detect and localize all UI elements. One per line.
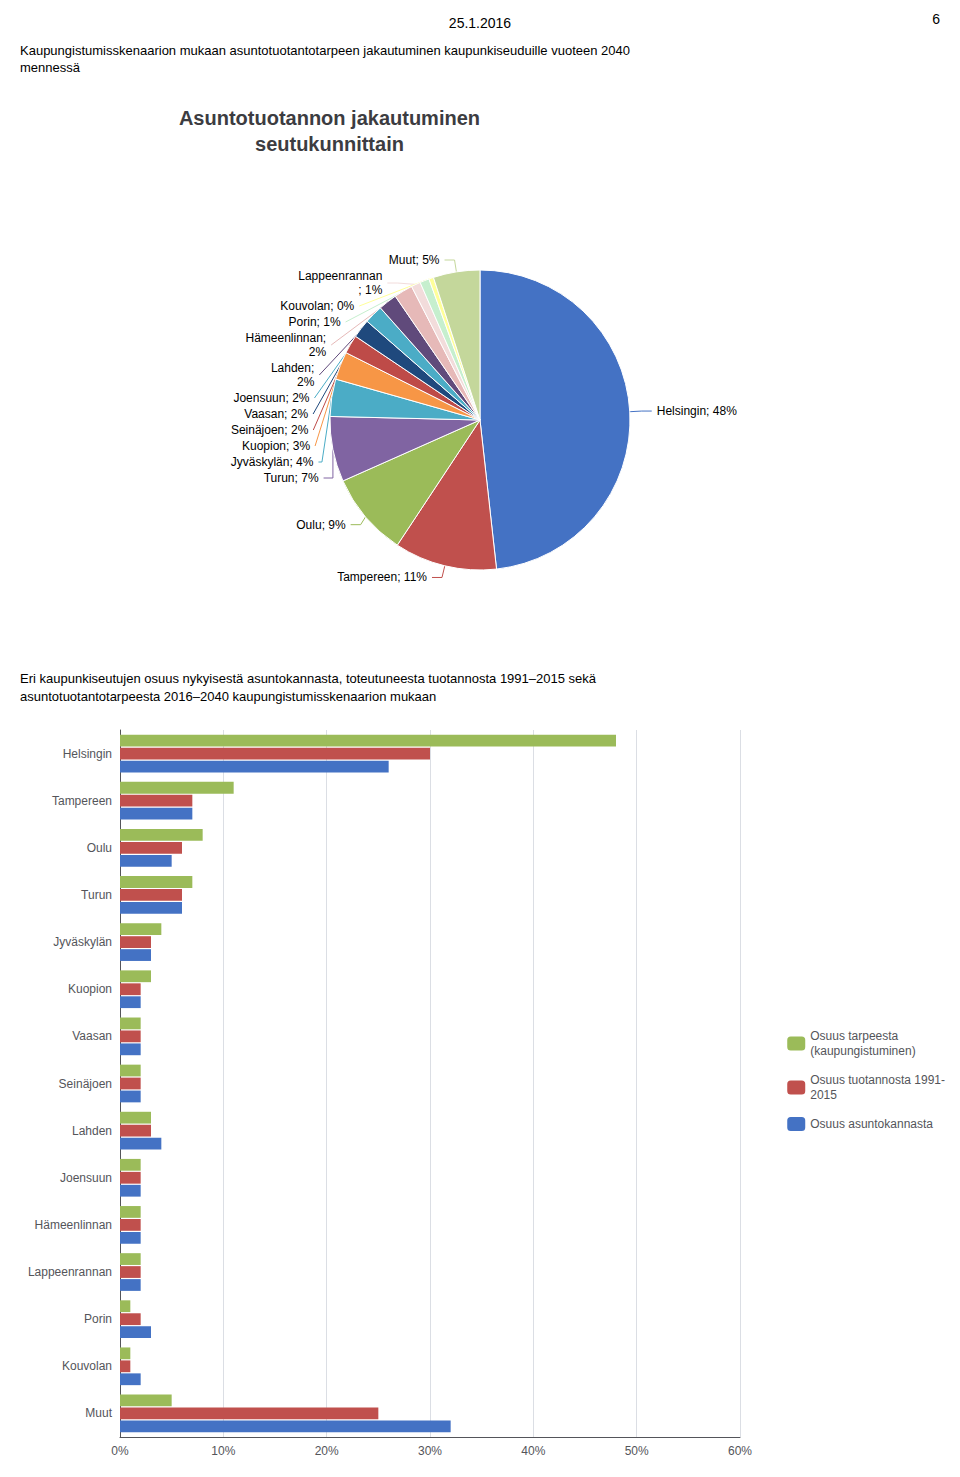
svg-text:Tampereen: Tampereen [52,794,112,808]
svg-text:Muut; 5%: Muut; 5% [389,253,440,267]
svg-text:Kouvolan: Kouvolan [62,1359,112,1373]
svg-text:Helsingin: Helsingin [63,747,112,761]
svg-text:Porin: Porin [84,1312,112,1326]
svg-text:Turun: Turun [81,888,112,902]
svg-text:Jyväskylän; 4%: Jyväskylän; 4% [231,455,314,469]
svg-text:60%: 60% [728,1444,752,1458]
svg-text:Seinäjoen; 2%: Seinäjoen; 2% [231,423,309,437]
svg-text:6: 6 [932,11,940,27]
svg-text:Muut: Muut [85,1406,112,1420]
svg-text:Vaasan: Vaasan [72,1029,112,1043]
svg-text:25.1.2016: 25.1.2016 [449,15,511,31]
svg-text:10%: 10% [211,1444,235,1458]
svg-text:Porin; 1%: Porin; 1% [289,315,341,329]
svg-text:20%: 20% [315,1444,339,1458]
svg-text:; 1%: ; 1% [358,283,382,297]
svg-text:2%: 2% [309,345,327,359]
svg-text:Tampereen; 11%: Tampereen; 11% [337,570,427,584]
svg-text:Turun; 7%: Turun; 7% [264,471,319,485]
svg-text:Asuntotuotannon jakautuminen: Asuntotuotannon jakautuminen [179,107,480,129]
svg-text:2015: 2015 [810,1088,837,1102]
svg-text:Kuopion; 3%: Kuopion; 3% [242,439,310,453]
svg-text:Oulu: Oulu [87,841,112,855]
svg-text:50%: 50% [625,1444,649,1458]
svg-text:40%: 40% [521,1444,545,1458]
svg-text:Osuus tuotannosta 1991-: Osuus tuotannosta 1991- [810,1073,945,1087]
svg-text:Vaasan; 2%: Vaasan; 2% [244,407,308,421]
svg-text:Joensuun: Joensuun [60,1171,112,1185]
svg-text:Kouvolan; 0%: Kouvolan; 0% [280,299,354,313]
svg-text:Osuus tarpeesta: Osuus tarpeesta [810,1029,898,1043]
svg-text:seutukunnittain: seutukunnittain [255,133,404,155]
svg-text:Seinäjoen: Seinäjoen [59,1077,112,1091]
svg-text:2%: 2% [297,375,315,389]
svg-text:Helsingin; 48%: Helsingin; 48% [657,404,737,418]
svg-text:Lappeenrannan: Lappeenrannan [28,1265,112,1279]
svg-text:Oulu; 9%: Oulu; 9% [296,518,346,532]
svg-text:Kaupungistumisskenaarion mukaa: Kaupungistumisskenaarion mukaan asuntotu… [20,43,630,58]
svg-text:Jyväskylän: Jyväskylän [53,935,112,949]
svg-text:Lappeenrannan: Lappeenrannan [298,269,382,283]
svg-text:(kaupungistuminen): (kaupungistuminen) [810,1044,915,1058]
svg-text:Eri kaupunkiseutujen osuus nyk: Eri kaupunkiseutujen osuus nykyisestä as… [20,671,597,686]
svg-text:Hämeenlinnan;: Hämeenlinnan; [245,331,326,345]
svg-text:Osuus asuntokannasta: Osuus asuntokannasta [810,1117,933,1131]
svg-text:Lahden: Lahden [72,1124,112,1138]
svg-text:mennessä: mennessä [20,60,81,75]
svg-text:30%: 30% [418,1444,442,1458]
svg-text:Hämeenlinnan: Hämeenlinnan [35,1218,112,1232]
svg-text:asuntotuotantotarpeesta 2016–2: asuntotuotantotarpeesta 2016–2040 kaupun… [20,689,436,704]
svg-text:Kuopion: Kuopion [68,982,112,996]
svg-text:0%: 0% [111,1444,129,1458]
svg-text:Joensuun; 2%: Joensuun; 2% [233,391,309,405]
svg-text:Lahden;: Lahden; [271,361,314,375]
